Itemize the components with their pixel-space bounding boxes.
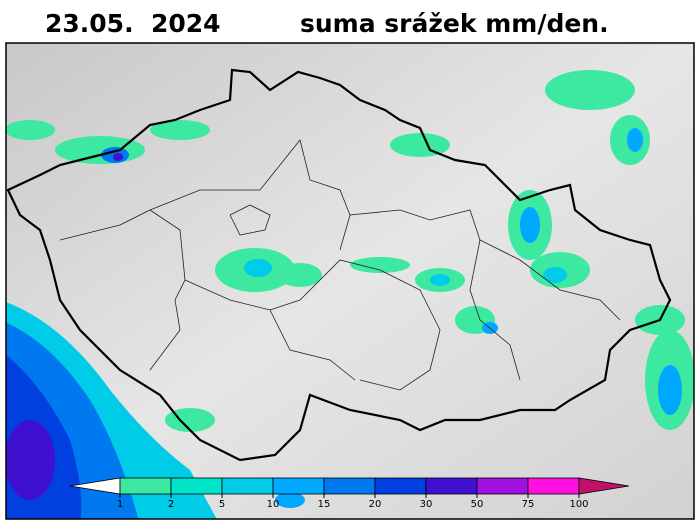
colorbar-segment [119, 477, 172, 495]
colorbar-label: 75 [522, 499, 535, 510]
colorbar-label: 2 [168, 499, 174, 510]
colorbar: 1 2 5 10 15 20 30 50 75 100 [69, 477, 630, 510]
colorbar-segment [374, 477, 427, 495]
regions [59, 139, 621, 391]
precipitation [6, 70, 694, 519]
frame [5, 42, 695, 520]
colorbar-label: 1 [117, 499, 123, 510]
colorbar-label: 100 [569, 499, 588, 510]
colorbar-segment [476, 477, 529, 495]
colorbar-label: 15 [318, 499, 331, 510]
date: 23.05. 2024 [45, 9, 221, 38]
colorbar-arrow [578, 477, 630, 495]
colorbar-segment [170, 477, 223, 495]
colorbar-label: 10 [267, 499, 280, 510]
colorbar-segment [323, 477, 376, 495]
colorbar-label: 5 [219, 499, 225, 510]
colorbar-segment [425, 477, 478, 495]
colorbar-segment [272, 477, 325, 495]
colorbar-label: 20 [369, 499, 382, 510]
title: suma srážek mm/den. [300, 9, 609, 38]
colorbar-segment [527, 477, 580, 495]
colorbar-segment [221, 477, 274, 495]
colorbar-label: 30 [420, 499, 433, 510]
colorbar-label: 50 [471, 499, 484, 510]
country-border [6, 68, 672, 462]
map [6, 43, 694, 519]
